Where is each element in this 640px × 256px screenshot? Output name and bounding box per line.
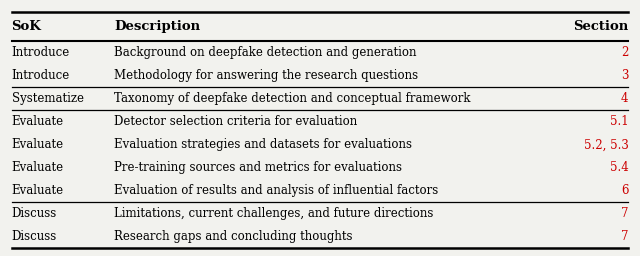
Text: Discuss: Discuss bbox=[12, 230, 57, 243]
Text: 7: 7 bbox=[621, 230, 628, 243]
Text: Methodology for answering the research questions: Methodology for answering the research q… bbox=[114, 69, 418, 82]
Text: Background on deepfake detection and generation: Background on deepfake detection and gen… bbox=[114, 46, 417, 59]
Text: 6: 6 bbox=[621, 184, 628, 197]
Text: Detector selection criteria for evaluation: Detector selection criteria for evaluati… bbox=[114, 115, 357, 128]
Text: 7: 7 bbox=[621, 207, 628, 220]
Text: Pre-training sources and metrics for evaluations: Pre-training sources and metrics for eva… bbox=[114, 161, 402, 174]
Text: Evaluate: Evaluate bbox=[12, 115, 63, 128]
Text: 2: 2 bbox=[621, 46, 628, 59]
Text: 4: 4 bbox=[621, 92, 628, 105]
Text: Section: Section bbox=[573, 20, 628, 33]
Text: Systematize: Systematize bbox=[12, 92, 83, 105]
Text: 3: 3 bbox=[621, 69, 628, 82]
Text: SoK: SoK bbox=[12, 20, 42, 33]
Text: Taxonomy of deepfake detection and conceptual framework: Taxonomy of deepfake detection and conce… bbox=[114, 92, 470, 105]
Text: Limitations, current challenges, and future directions: Limitations, current challenges, and fut… bbox=[114, 207, 433, 220]
Text: Research gaps and concluding thoughts: Research gaps and concluding thoughts bbox=[114, 230, 353, 243]
Text: Introduce: Introduce bbox=[12, 46, 70, 59]
Text: Evaluation of results and analysis of influential factors: Evaluation of results and analysis of in… bbox=[114, 184, 438, 197]
Text: 5.4: 5.4 bbox=[610, 161, 628, 174]
Text: Evaluate: Evaluate bbox=[12, 138, 63, 151]
Text: 5.2, 5.3: 5.2, 5.3 bbox=[584, 138, 628, 151]
Text: 5.1: 5.1 bbox=[610, 115, 628, 128]
Text: Discuss: Discuss bbox=[12, 207, 57, 220]
Text: Description: Description bbox=[114, 20, 200, 33]
Text: Evaluation strategies and datasets for evaluations: Evaluation strategies and datasets for e… bbox=[114, 138, 412, 151]
Text: Evaluate: Evaluate bbox=[12, 161, 63, 174]
Text: Evaluate: Evaluate bbox=[12, 184, 63, 197]
Text: Introduce: Introduce bbox=[12, 69, 70, 82]
